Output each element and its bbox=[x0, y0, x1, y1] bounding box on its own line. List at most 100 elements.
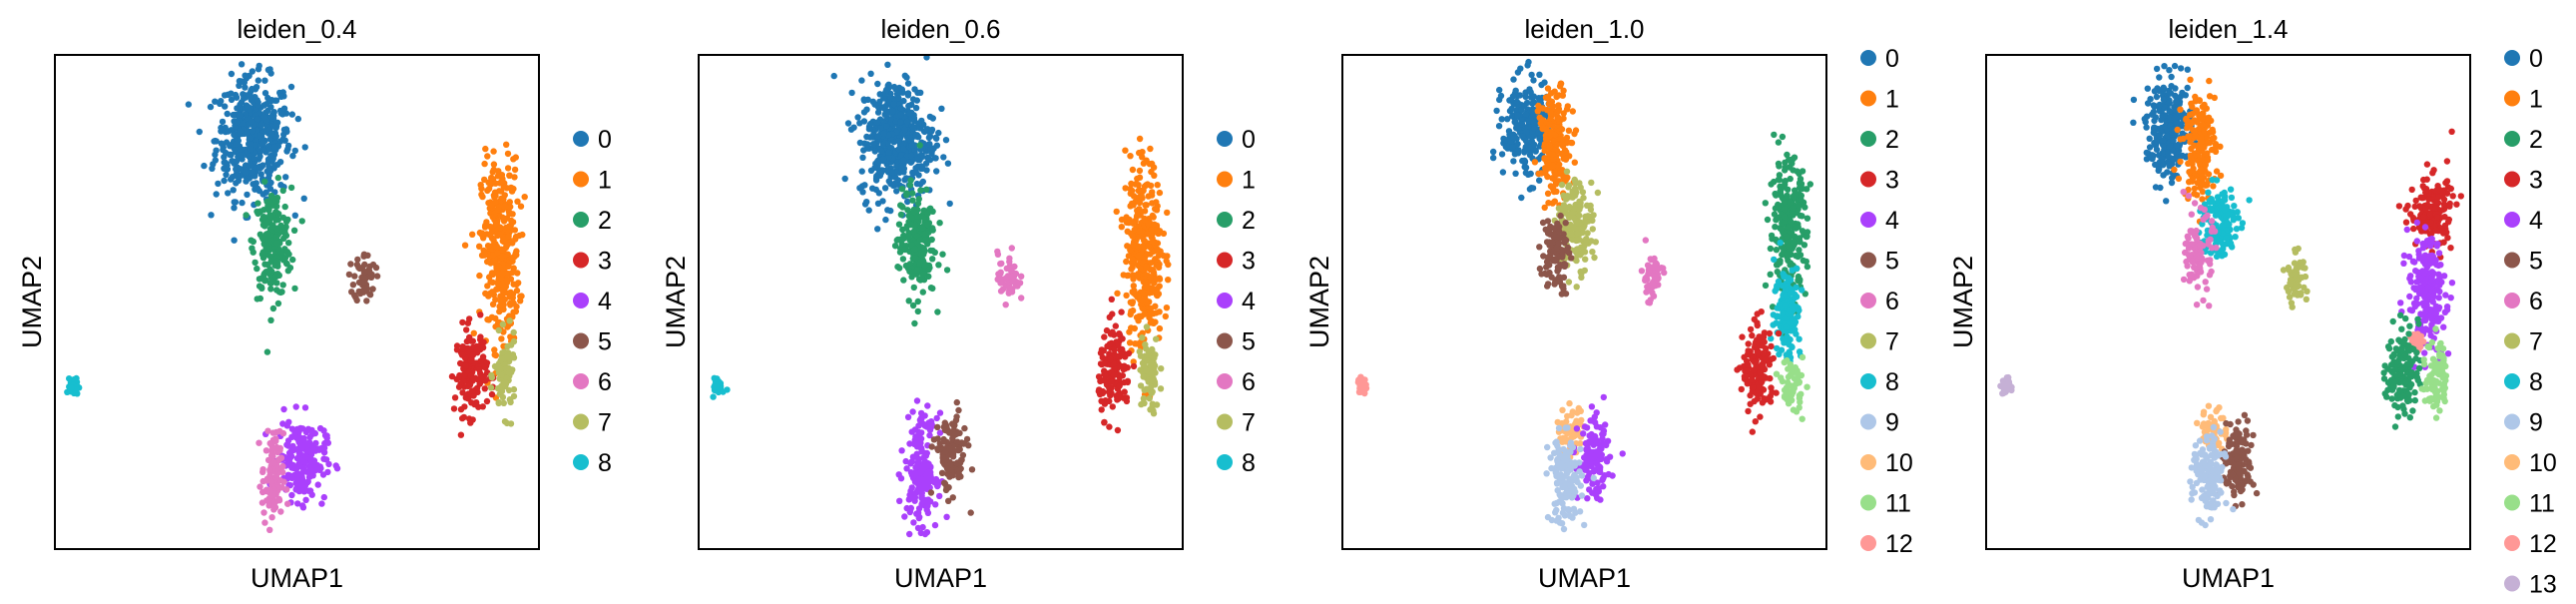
data-point bbox=[450, 405, 458, 412]
data-point bbox=[917, 89, 924, 97]
data-point bbox=[1594, 189, 1602, 197]
data-point bbox=[1799, 353, 1806, 361]
data-point bbox=[1100, 360, 1107, 367]
data-point bbox=[1118, 216, 1126, 224]
data-point bbox=[470, 375, 477, 382]
data-point bbox=[946, 429, 953, 436]
data-point bbox=[1767, 271, 1774, 278]
data-point bbox=[231, 237, 238, 244]
data-point bbox=[212, 98, 219, 105]
data-point bbox=[915, 481, 922, 488]
data-point bbox=[926, 141, 933, 148]
data-point bbox=[272, 122, 280, 130]
data-point bbox=[1547, 183, 1555, 190]
data-point bbox=[1149, 377, 1156, 384]
legend-label: 4 bbox=[1242, 288, 1256, 315]
data-point bbox=[912, 169, 919, 176]
data-point bbox=[462, 362, 469, 369]
data-point bbox=[1147, 274, 1155, 281]
data-point bbox=[1530, 77, 1537, 84]
data-point bbox=[1002, 302, 1009, 308]
data-point bbox=[1008, 245, 1015, 252]
data-point bbox=[1559, 406, 1566, 413]
data-point bbox=[212, 157, 219, 164]
data-point bbox=[355, 288, 362, 296]
data-point bbox=[290, 446, 298, 453]
data-point bbox=[1149, 239, 1157, 246]
data-point bbox=[267, 286, 274, 293]
data-point bbox=[920, 420, 927, 427]
data-point bbox=[456, 371, 463, 379]
data-point bbox=[1111, 346, 1118, 353]
data-point bbox=[946, 200, 953, 208]
data-point bbox=[487, 384, 495, 391]
data-point bbox=[267, 316, 274, 323]
data-point bbox=[1760, 332, 1767, 340]
data-point bbox=[467, 357, 475, 364]
data-point bbox=[512, 154, 519, 161]
data-point bbox=[1123, 394, 1131, 401]
data-point bbox=[905, 233, 912, 240]
data-point bbox=[1774, 304, 1781, 311]
data-point bbox=[923, 186, 930, 193]
data-point bbox=[1799, 415, 1805, 422]
data-point bbox=[231, 131, 238, 139]
data-point bbox=[1741, 353, 1748, 360]
data-point bbox=[519, 231, 526, 239]
data-point bbox=[260, 509, 267, 516]
data-point bbox=[504, 150, 512, 158]
data-point bbox=[1131, 227, 1139, 234]
data-point bbox=[1593, 409, 1600, 416]
data-point bbox=[511, 174, 518, 181]
legend-marker bbox=[573, 293, 589, 308]
data-point bbox=[927, 205, 934, 212]
data-point bbox=[455, 383, 463, 390]
data-point bbox=[517, 298, 524, 304]
data-point bbox=[720, 388, 727, 395]
data-point bbox=[459, 343, 466, 350]
data-point bbox=[259, 249, 266, 256]
legend-marker bbox=[1217, 252, 1233, 269]
data-point bbox=[1796, 392, 1803, 399]
data-point bbox=[1758, 378, 1766, 385]
scatter-points bbox=[64, 61, 528, 533]
data-point bbox=[512, 233, 520, 241]
data-point bbox=[233, 158, 241, 165]
legend-marker bbox=[1217, 413, 1233, 430]
data-point bbox=[1525, 118, 1532, 125]
cluster-7-points bbox=[1136, 323, 1165, 417]
data-point bbox=[1140, 290, 1148, 297]
cluster-3-points bbox=[448, 311, 497, 438]
data-point bbox=[1510, 76, 1517, 83]
data-point bbox=[353, 297, 360, 304]
data-point bbox=[1543, 470, 1550, 477]
data-point bbox=[909, 190, 916, 197]
cluster-3-points bbox=[1095, 296, 1138, 434]
y-axis-label: UMAP2 bbox=[661, 256, 691, 348]
data-point bbox=[896, 236, 904, 243]
data-point bbox=[268, 450, 275, 458]
data-point bbox=[211, 138, 218, 145]
data-point bbox=[274, 174, 281, 182]
data-point bbox=[1140, 394, 1148, 402]
data-point bbox=[510, 385, 518, 393]
data-point bbox=[1762, 282, 1770, 290]
data-point bbox=[263, 348, 271, 355]
data-point bbox=[505, 233, 512, 240]
data-point bbox=[283, 441, 290, 448]
data-point bbox=[1139, 334, 1146, 341]
data-point bbox=[904, 207, 911, 214]
data-point bbox=[906, 440, 913, 447]
data-point bbox=[1745, 340, 1752, 347]
data-point bbox=[1118, 308, 1125, 315]
data-point bbox=[1583, 424, 1591, 431]
data-point bbox=[1787, 290, 1795, 297]
data-point bbox=[1783, 323, 1790, 330]
data-point bbox=[1795, 304, 1802, 311]
data-point bbox=[201, 162, 208, 170]
data-point bbox=[925, 419, 932, 426]
data-point bbox=[242, 72, 249, 79]
data-point bbox=[504, 342, 511, 350]
cluster-4-points bbox=[262, 403, 341, 511]
data-point bbox=[1771, 256, 1778, 264]
